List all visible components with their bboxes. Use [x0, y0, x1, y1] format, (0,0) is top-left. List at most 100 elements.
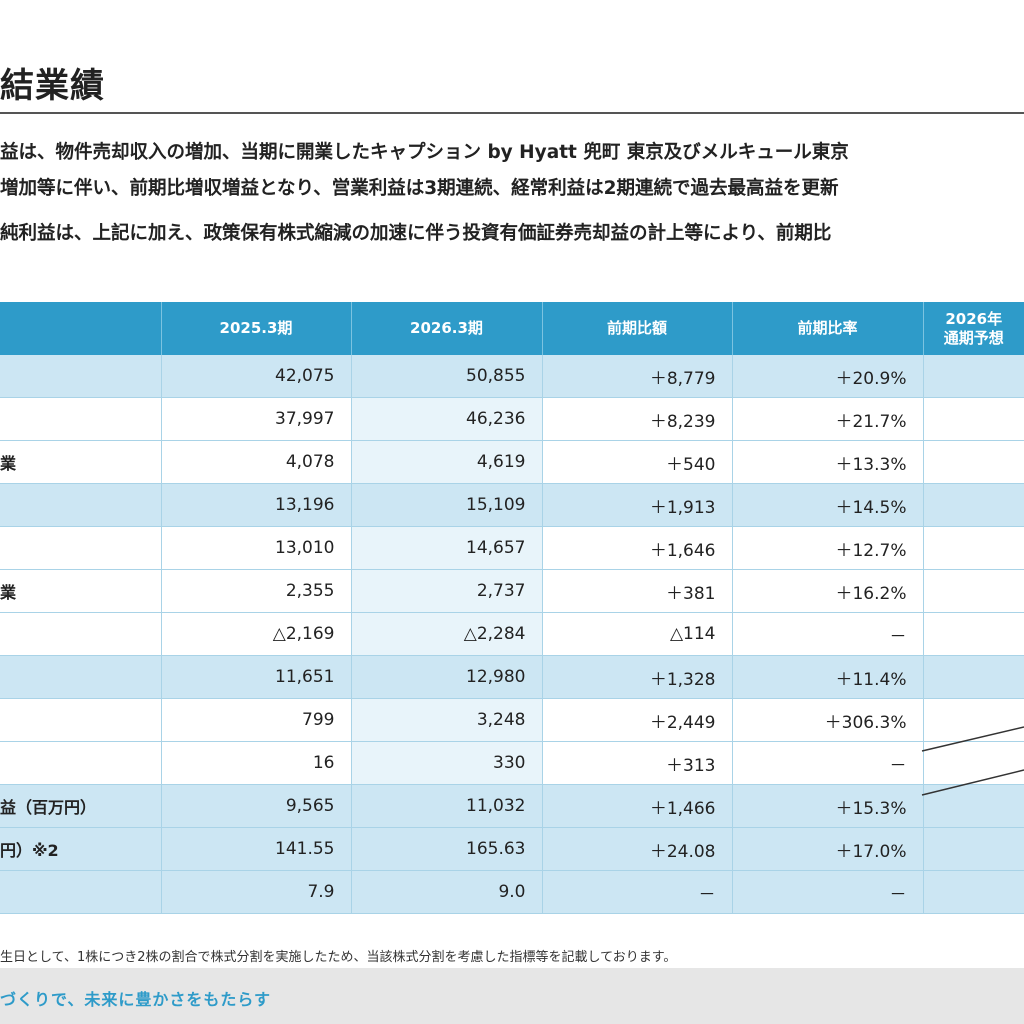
cell-diff: △114 [541, 612, 732, 656]
header-forecast: 2026年 通期予想 [922, 302, 1024, 355]
cell-2025: 141.55 [160, 827, 351, 871]
row-label [0, 870, 161, 914]
header-forecast-line2: 通期予想 [943, 328, 1004, 347]
cell-diff: ＋1,913 [541, 483, 732, 527]
cell-2025: 42,075 [160, 355, 351, 398]
title-divider [0, 112, 1024, 114]
header-2025: 2025.3期 [160, 302, 351, 355]
cell-2026: 2,737 [350, 569, 542, 613]
cell-rate: ＋17.0% [731, 827, 923, 871]
table-row: 業 4,078 4,619 ＋540 ＋13.3% [0, 440, 1024, 484]
cell-2025: 16 [160, 741, 351, 785]
cell-forecast [922, 612, 1024, 656]
cell-forecast [922, 827, 1024, 871]
cell-diff: ＋381 [541, 569, 732, 613]
cell-2026: 3,248 [350, 698, 542, 742]
row-label: 益（百万円） [0, 784, 161, 828]
header-forecast-line1: 2026年 [945, 309, 1003, 328]
cell-2026: 11,032 [350, 784, 542, 828]
cell-2025: 13,196 [160, 483, 351, 527]
page-title: 結業績 [0, 66, 105, 106]
cell-rate: － [731, 741, 923, 785]
cell-diff: ＋1,646 [541, 526, 732, 570]
row-label [0, 397, 161, 441]
summary-line-3: 純利益は、上記に加え、政策保有株式縮減の加速に伴う投資有価証券売却益の計上等によ… [0, 223, 832, 244]
diagonal-line-2 [921, 769, 1024, 796]
row-label [0, 741, 161, 785]
results-table: 2025.3期 2026.3期 前期比額 前期比率 2026年 通期予想 42,… [0, 302, 1024, 914]
cell-2026: 12,980 [350, 655, 542, 699]
cell-diff: ＋1,466 [541, 784, 732, 828]
cell-2025: 799 [160, 698, 351, 742]
cell-2026: 165.63 [350, 827, 542, 871]
header-diff: 前期比額 [541, 302, 732, 355]
cell-diff: ＋540 [541, 440, 732, 484]
cell-diff: ＋313 [541, 741, 732, 785]
row-label: 業 [0, 440, 161, 484]
cell-2026: 9.0 [350, 870, 542, 914]
table-row: 7.9 9.0 －－ [0, 870, 1024, 914]
table-row: 799 3,248 ＋2,449 ＋306.3% [0, 698, 1024, 742]
table-row: 13,010 14,657 ＋1,646 ＋12.7% [0, 526, 1024, 570]
cell-rate: ＋11.4% [731, 655, 923, 699]
cell-forecast [922, 569, 1024, 613]
cell-rate: － [731, 612, 923, 656]
header-label-col [0, 302, 161, 355]
cell-2025: 37,997 [160, 397, 351, 441]
cell-diff: ＋8,239 [541, 397, 732, 441]
cell-2025: △2,169 [160, 612, 351, 656]
cell-rate: ＋15.3% [731, 784, 923, 828]
table-row: 37,997 46,236 ＋8,239 ＋21.7% [0, 397, 1024, 441]
table-row: 業 2,355 2,737 ＋381 ＋16.2% [0, 569, 1024, 613]
cell-diff: ＋1,328 [541, 655, 732, 699]
table-header-row: 2025.3期 2026.3期 前期比額 前期比率 2026年 通期予想 [0, 302, 1024, 355]
diagonal-line-1 [921, 726, 1024, 752]
cell-2026: 14,657 [350, 526, 542, 570]
cell-diff: ＋2,449 [541, 698, 732, 742]
cell-forecast [922, 355, 1024, 398]
header-2026: 2026.3期 [350, 302, 542, 355]
row-label [0, 355, 161, 398]
cell-rate: － [731, 870, 923, 914]
row-label: 円）※2 [0, 827, 161, 871]
row-label [0, 698, 161, 742]
cell-rate: ＋20.9% [731, 355, 923, 398]
table-row: 11,651 12,980 ＋1,328 ＋11.4% [0, 655, 1024, 699]
cell-2025: 9,565 [160, 784, 351, 828]
summary-line-1: 益は、物件売却収入の増加、当期に開業したキャプション by Hyatt 兜町 東… [0, 142, 849, 163]
table-row: 円）※2 141.55 165.63 ＋24.08 ＋17.0% [0, 827, 1024, 871]
cell-forecast [922, 784, 1024, 828]
row-label [0, 483, 161, 527]
row-label [0, 526, 161, 570]
header-rate: 前期比率 [731, 302, 923, 355]
cell-forecast [922, 870, 1024, 914]
table-row: 益（百万円） 9,565 11,032 ＋1,466 ＋15.3% [0, 784, 1024, 828]
cell-rate: ＋21.7% [731, 397, 923, 441]
cell-2026: 330 [350, 741, 542, 785]
cell-diff: － [541, 870, 732, 914]
cell-2026: 4,619 [350, 440, 542, 484]
cell-2025: 7.9 [160, 870, 351, 914]
cell-forecast [922, 741, 1024, 785]
cell-rate: ＋16.2% [731, 569, 923, 613]
cell-diff: ＋8,779 [541, 355, 732, 398]
cell-2025: 13,010 [160, 526, 351, 570]
cell-forecast [922, 655, 1024, 699]
cell-forecast [922, 698, 1024, 742]
cell-2026: 15,109 [350, 483, 542, 527]
cell-diff: ＋24.08 [541, 827, 732, 871]
cell-2025: 4,078 [160, 440, 351, 484]
footer-slogan: づくりで、未来に豊かさをもたらす [0, 990, 272, 1009]
row-label [0, 655, 161, 699]
cell-forecast [922, 440, 1024, 484]
footnote: 生日として、1株につき2株の割合で株式分割を実施したため、当該株式分割を考慮した… [0, 950, 677, 965]
cell-rate: ＋14.5% [731, 483, 923, 527]
row-label [0, 612, 161, 656]
cell-rate: ＋306.3% [731, 698, 923, 742]
row-label: 業 [0, 569, 161, 613]
cell-rate: ＋13.3% [731, 440, 923, 484]
cell-forecast [922, 483, 1024, 527]
cell-forecast [922, 526, 1024, 570]
table-row: 42,075 50,855 ＋8,779 ＋20.9% [0, 355, 1024, 398]
